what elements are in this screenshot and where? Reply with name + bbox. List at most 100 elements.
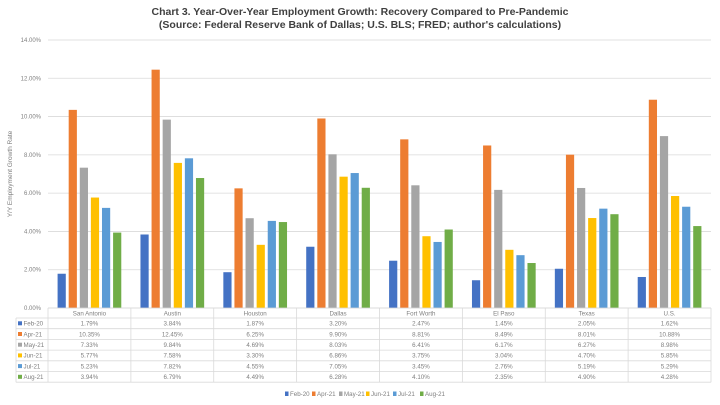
bar <box>433 241 442 308</box>
bar <box>317 118 326 308</box>
series-label: Apr-21 <box>24 331 43 338</box>
data-label: 8.98% <box>661 342 679 349</box>
data-label: 5.29% <box>661 363 679 370</box>
legend-swatch <box>312 391 316 396</box>
legend-key <box>18 321 22 326</box>
data-label: 4.28% <box>661 374 679 381</box>
bar <box>256 244 265 308</box>
legend: Feb-20 Apr-21 May-21 Jun-21 Jul-21 Aug-21 <box>285 391 446 398</box>
data-label: 6.25% <box>246 331 264 338</box>
y-tick-label: 6.00% <box>24 191 42 197</box>
data-label: 8.03% <box>329 342 347 349</box>
series-label: Aug-21 <box>24 374 45 381</box>
bar <box>577 187 586 308</box>
data-label: 5.23% <box>81 363 99 370</box>
y-tick-label: 4.00% <box>24 229 42 235</box>
bar <box>361 187 370 308</box>
data-label: 2.35% <box>495 374 513 381</box>
data-label: 2.05% <box>578 321 596 328</box>
bar <box>637 276 646 308</box>
chart-title: Chart 3. Year-Over-Year Employment Growt… <box>151 6 569 18</box>
legend-label: Feb-20 <box>290 391 310 398</box>
y-tick-label: 12.00% <box>21 76 42 82</box>
data-label: 2.47% <box>412 321 430 328</box>
bar <box>599 208 608 308</box>
data-label: 5.19% <box>578 363 596 370</box>
bar <box>671 196 680 308</box>
data-label: 4.10% <box>412 374 430 381</box>
bar <box>90 197 100 308</box>
legend-swatch <box>366 391 370 396</box>
category-label: San Antonio <box>73 311 107 318</box>
y-tick-label: 0.00% <box>24 306 42 312</box>
bar <box>245 218 254 308</box>
data-label: 3.94% <box>81 374 99 381</box>
data-label: 7.05% <box>329 363 347 370</box>
data-label: 8.49% <box>495 331 513 338</box>
data-label: 8.81% <box>412 331 430 338</box>
bar <box>693 226 702 308</box>
bars <box>57 69 702 309</box>
legend-label: May-21 <box>344 391 365 398</box>
legend-label: Aug-21 <box>425 391 446 398</box>
bar <box>151 69 160 309</box>
legend-label: Apr-21 <box>317 391 336 398</box>
category-label: Dallas <box>329 311 346 318</box>
bar <box>527 263 536 308</box>
bar <box>79 167 88 308</box>
bar <box>565 154 575 308</box>
category-label: Houston <box>244 311 268 318</box>
legend-key <box>18 364 22 369</box>
legend-label: Jun-21 <box>371 391 390 398</box>
data-label: 9.90% <box>329 331 347 338</box>
data-label: 8.01% <box>578 331 596 338</box>
data-label: 12.45% <box>162 331 183 338</box>
bar <box>494 189 503 308</box>
data-label: 2.76% <box>495 363 513 370</box>
data-label: 1.45% <box>495 321 513 328</box>
legend-swatch <box>339 391 343 396</box>
bar <box>483 145 492 308</box>
bar <box>659 136 669 308</box>
bar <box>113 232 122 308</box>
bar <box>444 229 453 308</box>
data-label: 6.17% <box>495 342 513 349</box>
bar <box>278 222 288 308</box>
category-label: Texas <box>579 311 595 318</box>
series-label: May-21 <box>24 342 45 349</box>
data-label: 6.86% <box>329 353 347 360</box>
bar <box>223 272 232 308</box>
y-axis-ticks: 0.00% 2.00% 4.00% 6.00% 8.00% 10.00% 12.00% 14.… <box>21 38 42 312</box>
bar <box>505 249 514 308</box>
data-label: 10.35% <box>79 331 100 338</box>
data-label: 3.04% <box>495 353 513 360</box>
bar <box>234 188 243 308</box>
bar <box>554 268 564 308</box>
bar <box>339 176 348 308</box>
bar <box>57 273 66 308</box>
legend-key <box>18 353 22 358</box>
bar <box>173 162 182 308</box>
bar <box>516 255 525 308</box>
data-label: 6.41% <box>412 342 430 349</box>
bar <box>101 207 111 308</box>
data-label: 3.84% <box>164 321 182 328</box>
bar <box>68 109 77 308</box>
data-label: 3.30% <box>246 353 264 360</box>
data-label: 1.79% <box>81 321 99 328</box>
data-label: 6.27% <box>578 342 596 349</box>
chart-title-block: Chart 3. Year-Over-Year Employment Growt… <box>0 6 720 32</box>
bar <box>411 185 420 308</box>
data-label: 7.82% <box>164 363 182 370</box>
data-label: 9.84% <box>164 342 182 349</box>
category-label: Austin <box>164 311 182 318</box>
data-label: 4.69% <box>246 342 264 349</box>
bar <box>400 139 409 308</box>
bar <box>328 154 337 308</box>
data-label: 3.45% <box>412 363 430 370</box>
legend-key <box>18 332 22 336</box>
category-label: El Paso <box>493 311 515 318</box>
data-label: 5.77% <box>81 353 99 360</box>
y-tick-label: 14.00% <box>21 38 42 44</box>
y-tick-label: 8.00% <box>24 153 42 159</box>
